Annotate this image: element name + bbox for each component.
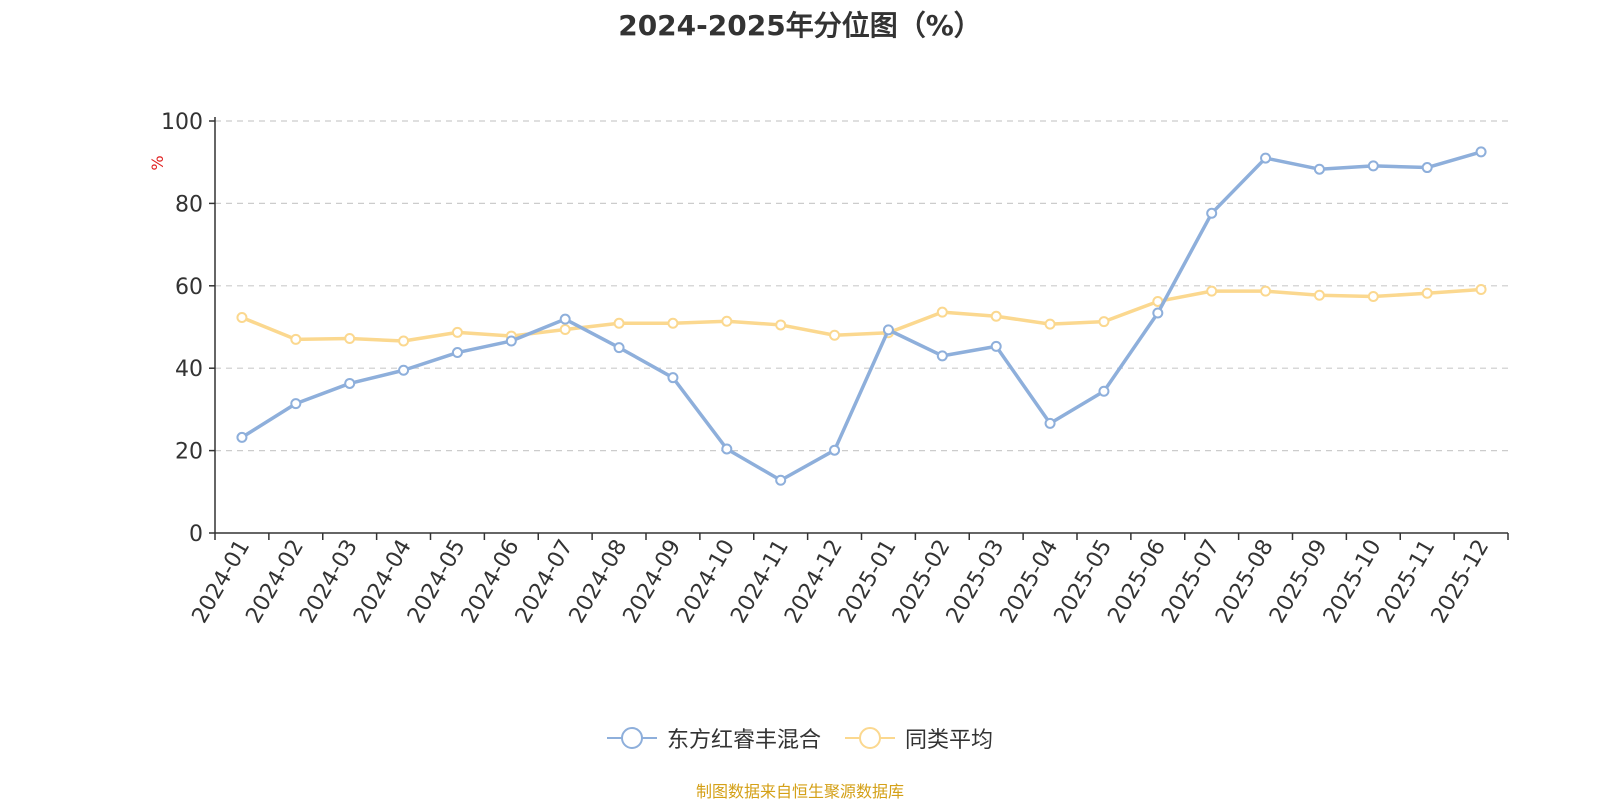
data-point[interactable] <box>721 315 733 327</box>
y-tick-label-40: 40 <box>175 357 203 382</box>
series-line-0 <box>241 150 1482 483</box>
data-point[interactable] <box>1313 289 1325 301</box>
data-point[interactable] <box>451 326 463 338</box>
data-point[interactable] <box>936 350 948 362</box>
data-point[interactable] <box>505 335 517 347</box>
data-point[interactable] <box>398 364 410 376</box>
data-point[interactable] <box>1206 207 1218 219</box>
y-axis-label: % <box>148 155 167 170</box>
data-point[interactable] <box>290 398 302 410</box>
y-tick-label-20: 20 <box>175 440 203 465</box>
y-tick-label-80: 80 <box>175 192 203 217</box>
y-tick-label-100: 100 <box>161 110 203 135</box>
data-point[interactable] <box>344 333 356 345</box>
data-point[interactable] <box>1313 163 1325 175</box>
data-point[interactable] <box>1206 285 1218 297</box>
series-lines <box>236 146 1487 486</box>
data-point[interactable] <box>1044 318 1056 330</box>
legend-label-peer-average: 同类平均 <box>905 728 994 753</box>
data-point[interactable] <box>1367 291 1379 303</box>
data-point[interactable] <box>613 317 625 329</box>
data-point[interactable] <box>1152 307 1164 319</box>
data-point[interactable] <box>1044 417 1056 429</box>
data-point[interactable] <box>236 312 248 324</box>
series-1 <box>236 284 1487 347</box>
y-tick-label-0: 0 <box>189 522 203 547</box>
data-point[interactable] <box>990 310 1002 322</box>
data-point[interactable] <box>1421 162 1433 174</box>
data-point[interactable] <box>344 377 356 389</box>
source-note: 制图数据来自恒生聚源数据库 <box>695 782 904 800</box>
data-point[interactable] <box>829 329 841 341</box>
grid-lines <box>215 120 1508 452</box>
data-point[interactable] <box>721 443 733 455</box>
data-point[interactable] <box>667 372 679 384</box>
data-point[interactable] <box>882 324 894 336</box>
data-point[interactable] <box>290 333 302 345</box>
chart-title: 2024-2025年分位图（%） <box>618 9 982 42</box>
data-point[interactable] <box>1475 146 1487 158</box>
data-point[interactable] <box>398 335 410 347</box>
data-point[interactable] <box>1421 287 1433 299</box>
data-point[interactable] <box>990 340 1002 352</box>
data-point[interactable] <box>829 444 841 456</box>
legend-label-fund: 东方红睿丰混合 <box>666 728 821 753</box>
data-point[interactable] <box>451 347 463 359</box>
data-point[interactable] <box>1098 385 1110 397</box>
line-chart: 020406080100%2024-012024-022024-032024-0… <box>148 110 1509 628</box>
data-point[interactable] <box>613 342 625 354</box>
data-point[interactable] <box>1367 160 1379 172</box>
legend: 东方红睿丰混合 同类平均 <box>0 722 1600 754</box>
axes: 020406080100%2024-012024-022024-032024-0… <box>148 110 1509 628</box>
legend-item-fund[interactable]: 东方红睿丰混合 <box>606 722 821 754</box>
legend-marker-fund <box>606 727 657 749</box>
series-0 <box>236 146 1487 486</box>
data-point[interactable] <box>559 323 571 335</box>
data-point[interactable] <box>775 319 787 331</box>
data-point[interactable] <box>775 474 787 486</box>
data-point[interactable] <box>236 431 248 443</box>
data-point[interactable] <box>1260 285 1272 297</box>
data-point[interactable] <box>667 317 679 329</box>
data-point[interactable] <box>1098 316 1110 328</box>
data-point[interactable] <box>559 313 571 325</box>
data-point[interactable] <box>1475 284 1487 296</box>
y-tick-label-60: 60 <box>175 275 203 300</box>
data-point[interactable] <box>1260 152 1272 164</box>
series-line-1 <box>241 287 1482 343</box>
legend-marker-peer-average <box>845 727 895 749</box>
data-point[interactable] <box>936 306 948 318</box>
legend-item-peer-average[interactable]: 同类平均 <box>845 722 993 754</box>
